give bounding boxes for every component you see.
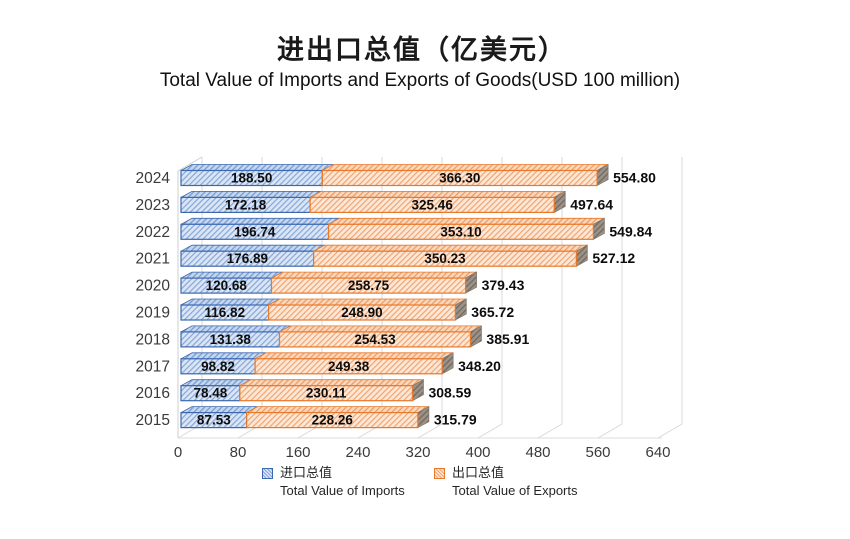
imports-value-label-2019: 116.82 [205, 305, 246, 320]
total-value-label-2023: 497.64 [570, 196, 613, 212]
imports-value-label-2023: 172.18 [225, 197, 267, 212]
total-value-label-2016: 308.59 [428, 385, 471, 401]
total-value-label-2020: 379.43 [482, 277, 525, 293]
bar-exports-2016 [239, 385, 414, 402]
bar-row-2017 [180, 352, 454, 375]
total-value-label-2019: 365.72 [471, 304, 514, 320]
imports-value-label-2021: 176.89 [227, 251, 268, 266]
exports-value-label-2019: 248.90 [341, 305, 382, 320]
imports-value-label-2017: 98.82 [201, 359, 235, 374]
x-tick-label-320: 320 [405, 444, 430, 461]
imports-legend-label-en: Total Value of Imports [280, 483, 405, 498]
imports-value-label-2024: 188.50 [231, 171, 272, 186]
exports-value-label-2024: 366.30 [439, 171, 480, 186]
bar-row-2015 [180, 405, 430, 429]
bar-exports-2020 [270, 277, 467, 294]
year-label-2021: 2021 [136, 251, 170, 268]
bar-exports-2024 [321, 169, 598, 187]
x-tick-label-240: 240 [345, 444, 370, 461]
legend-item-imports: 进口总值 Total Value of Imports [262, 464, 405, 500]
legend-item-exports: 出口总值 Total Value of Exports [434, 464, 578, 500]
exports-legend-label-en: Total Value of Exports [452, 483, 578, 498]
year-label-2020: 2020 [136, 278, 171, 295]
total-value-label-2024: 554.80 [613, 170, 656, 186]
bar-row-2018 [180, 325, 482, 348]
chart-legend: 进口总值 Total Value of Imports 出口总值 Total V… [0, 464, 850, 510]
bar-exports-2018 [278, 331, 472, 348]
exports-value-label-2017: 249.38 [328, 359, 370, 374]
bar-exports-2019 [268, 304, 456, 321]
exports-value-label-2018: 254.53 [354, 332, 396, 347]
exports-value-label-2022: 353.10 [440, 224, 481, 239]
gridline-640 [657, 157, 683, 439]
bar-row-2020 [180, 271, 477, 294]
imports-value-label-2016: 78.48 [194, 386, 228, 401]
plot-left-wall [177, 156, 203, 438]
total-value-label-2018: 385.91 [486, 331, 529, 347]
imports-value-label-2022: 196.74 [234, 224, 276, 239]
exports-value-label-2015: 228.26 [312, 413, 354, 428]
year-label-2018: 2018 [136, 331, 170, 348]
bar-row-2021 [180, 244, 588, 267]
year-label-2019: 2019 [136, 305, 170, 322]
imports-value-label-2018: 131.38 [210, 332, 252, 347]
year-label-2016: 2016 [136, 385, 170, 402]
bar-exports-2015 [246, 412, 419, 429]
bar-row-2022 [180, 217, 605, 240]
bar-exports-2023 [309, 196, 555, 213]
bar-row-2016 [180, 379, 424, 402]
x-tick-label-560: 560 [585, 444, 610, 461]
year-label-2024: 2024 [136, 170, 171, 187]
bar-exports-2017 [254, 358, 443, 375]
year-label-2017: 2017 [136, 358, 170, 375]
exports-value-label-2023: 325.46 [412, 197, 454, 212]
exports-value-label-2020: 258.75 [348, 278, 390, 293]
x-tick-label-400: 400 [465, 444, 490, 461]
bar-exports-2022 [327, 223, 594, 240]
year-label-2023: 2023 [136, 197, 170, 214]
bar-row-2023 [180, 190, 566, 214]
exports-value-label-2016: 230.11 [306, 386, 347, 401]
exports-legend-swatch-icon [434, 468, 445, 479]
x-tick-label-80: 80 [230, 444, 247, 461]
exports-value-label-2021: 350.23 [424, 251, 466, 266]
total-value-label-2017: 348.20 [458, 358, 501, 374]
exports-legend-label-zh: 出口总值 [452, 465, 505, 480]
year-label-2015: 2015 [136, 412, 170, 429]
bar-exports-2021 [313, 250, 577, 267]
bar-row-2019 [180, 298, 467, 321]
total-value-label-2015: 315.79 [434, 412, 477, 428]
chart-title-en: Total Value of Imports and Exports of Go… [159, 70, 681, 91]
x-tick-label-640: 640 [645, 444, 670, 461]
imports-value-label-2020: 120.68 [206, 278, 248, 293]
bar-row-2024 [180, 163, 609, 187]
total-value-label-2021: 527.12 [592, 250, 635, 266]
imports-legend-swatch-icon [262, 468, 273, 479]
x-tick-label-480: 480 [525, 444, 550, 461]
imports-value-label-2015: 87.53 [197, 413, 231, 428]
year-label-2022: 2022 [136, 224, 170, 241]
x-tick-label-160: 160 [285, 444, 310, 461]
gridline-560 [597, 157, 623, 439]
x-tick-label-0: 0 [174, 444, 182, 461]
total-value-label-2022: 549.84 [609, 223, 652, 239]
imports-legend-label-zh: 进口总值 [280, 465, 333, 480]
chart-title-zh: 进出口总值（亿美元） [277, 35, 567, 65]
